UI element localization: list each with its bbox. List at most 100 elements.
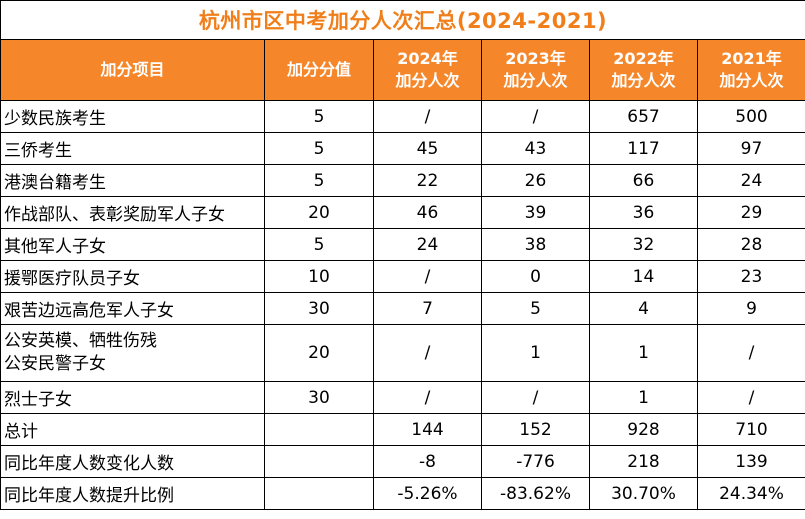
row-value: 1 [589,381,698,414]
row-points [264,413,374,446]
header-year: 2021年 [721,49,782,68]
row-points: 10 [264,260,374,293]
row-item-name-line: 公安英模、牺牲伤残 [4,331,157,351]
row-value: 36 [589,196,698,229]
row-points: 5 [264,228,374,261]
row-points [264,477,374,510]
header-year-2024: 2024年 加分人次 [373,39,482,101]
row-item-name: 同比年度人数提升比例 [0,477,265,510]
row-item-name-line: 其他军人子女 [4,237,106,257]
row-points: 20 [264,196,374,229]
header-year: 2022年 [613,49,674,68]
row-value: -5.26% [373,477,482,510]
row-value: 218 [589,445,698,478]
header-year-2022: 2022年 加分人次 [589,39,698,101]
row-item-name-line: 同比年度人数变化人数 [4,454,174,474]
row-value: 0 [481,260,590,293]
row-value: / [697,324,805,382]
row-value: 1 [589,324,698,382]
row-value: 39 [481,196,590,229]
table-row: 公安英模、牺牲伤残 公安民警子女 20/1 1/ [0,324,805,382]
table-row: 其他军人子女 5 24 38 32 28 [0,228,805,261]
row-value: / [373,324,482,382]
row-value: 139 [697,445,805,478]
header-year: 2024年 [397,49,458,68]
row-value: -83.62% [481,477,590,510]
row-value: / [481,100,590,133]
row-value: 5 [481,292,590,325]
header-year-label: 加分人次 [719,71,784,90]
header-year-2023: 2023年 加分人次 [481,39,590,101]
row-item-name: 三侨考生 [0,132,265,165]
table-row: 同比年度人数提升比例 -5.26% -83.62% 30.70% 24.34% [0,477,805,510]
row-item-name-line: 港澳台籍考生 [4,173,106,193]
row-value: 38 [481,228,590,261]
row-points: 5 [264,132,374,165]
row-value: 7 [373,292,482,325]
header-year-label: 加分人次 [503,71,568,90]
row-value: 23 [697,260,805,293]
row-item-name-line: 作战部队、表彰奖励军人子女 [4,205,225,225]
row-value: 26 [481,164,590,197]
row-item-name: 公安英模、牺牲伤残 公安民警子女 [0,324,265,382]
table-row: 港澳台籍考生 5 22 26 66 24 [0,164,805,197]
row-item-name-line: 公安民警子女 [4,354,106,374]
row-value: / [697,381,805,414]
row-value: 22 [373,164,482,197]
table-row: 援鄂医疗队员子女 10/0 14 23 [0,260,805,293]
table-row: 艰苦边远高危军人子女 30 7 5 4 9 [0,292,805,325]
row-item-name: 港澳台籍考生 [0,164,265,197]
header-year-label: 加分人次 [611,71,676,90]
row-value: 4 [589,292,698,325]
row-value: 1 [481,324,590,382]
row-value: 24 [373,228,482,261]
row-points: 5 [264,100,374,133]
row-value: 32 [589,228,698,261]
row-item-name: 作战部队、表彰奖励军人子女 [0,196,265,229]
row-value: 29 [697,196,805,229]
row-item-name: 其他军人子女 [0,228,265,261]
row-value: 66 [589,164,698,197]
row-value: 46 [373,196,482,229]
row-points: 20 [264,324,374,382]
header-year-2021: 2021年 加分人次 [697,39,805,101]
table-row: 烈士子女 30//1/ [0,381,805,414]
table-row: 同比年度人数变化人数 -8 -776 218 139 [0,445,805,478]
header-year: 2023年 [505,49,566,68]
table-row: 三侨考生 5 45 43 117 97 [0,132,805,165]
row-value: 144 [373,413,482,446]
row-points [264,445,374,478]
row-points: 30 [264,381,374,414]
row-value: / [373,260,482,293]
table-row: 少数民族考生 5//657 500 [0,100,805,133]
row-item-name-line: 援鄂医疗队员子女 [4,269,140,289]
row-value: 43 [481,132,590,165]
row-item-name: 总计 [0,413,265,446]
row-value: 97 [697,132,805,165]
row-item-name: 同比年度人数变化人数 [0,445,265,478]
row-item-name: 援鄂医疗队员子女 [0,260,265,293]
row-item-name: 艰苦边远高危军人子女 [0,292,265,325]
header-points: 加分分值 [264,39,374,101]
row-value: 24 [697,164,805,197]
row-value: / [481,381,590,414]
row-value: 928 [589,413,698,446]
header-row: 加分项目 加分分值 2024年 加分人次 2023年 加分人次 2022年 加分… [0,39,805,101]
row-value: 152 [481,413,590,446]
table-body: 少数民族考生 5//657 500 三侨考生 5 45 43 117 97 港澳台籍考生 5 22 26… [0,100,805,510]
row-value: 9 [697,292,805,325]
row-value: 45 [373,132,482,165]
row-item-name-line: 同比年度人数提升比例 [4,486,174,506]
table-row: 总计 144 152 928 710 [0,413,805,446]
row-value: 28 [697,228,805,261]
row-item-name-line: 少数民族考生 [4,109,106,129]
row-item-name-line: 三侨考生 [4,141,72,161]
row-value: 500 [697,100,805,133]
row-item-name: 烈士子女 [0,381,265,414]
row-value: 710 [697,413,805,446]
row-value: 117 [589,132,698,165]
row-points: 5 [264,164,374,197]
row-item-name: 少数民族考生 [0,100,265,133]
row-value: -776 [481,445,590,478]
